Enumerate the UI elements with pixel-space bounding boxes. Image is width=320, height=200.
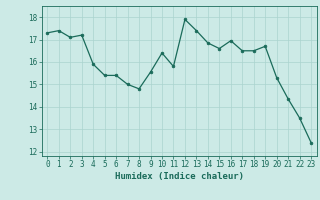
X-axis label: Humidex (Indice chaleur): Humidex (Indice chaleur): [115, 172, 244, 181]
